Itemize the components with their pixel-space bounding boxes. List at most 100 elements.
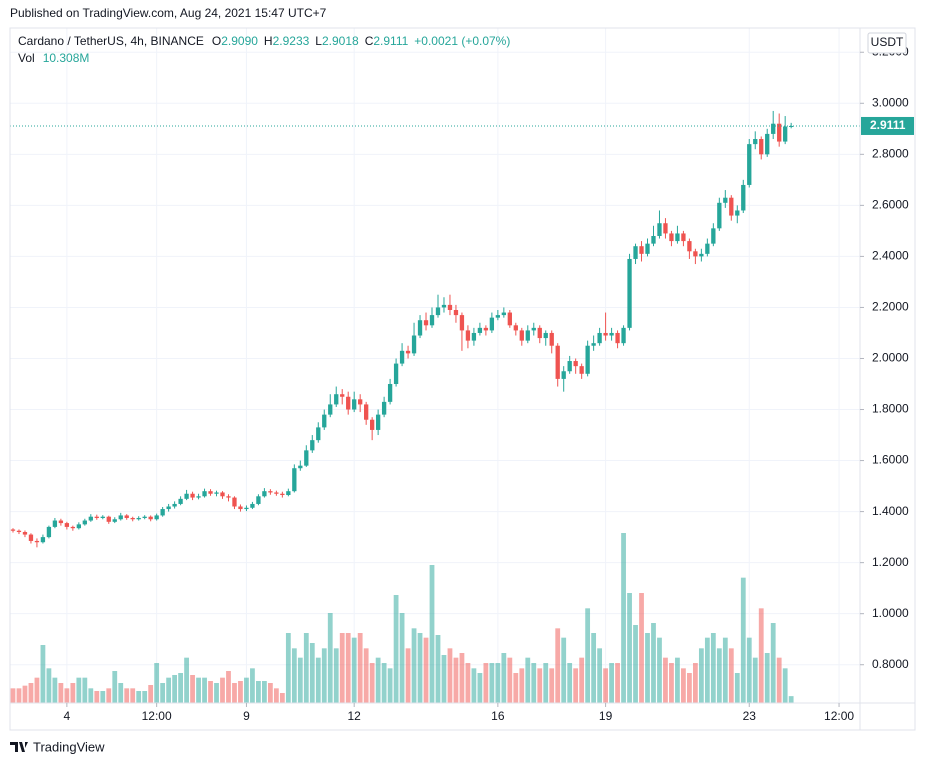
currency-box[interactable] [867, 32, 907, 54]
volume-bar [279, 693, 285, 703]
volume-bar [309, 643, 315, 703]
volume-bar [303, 633, 309, 703]
ohlc-value: 2.9018 [322, 34, 359, 48]
volume-bar [273, 688, 279, 703]
ohlc-key: L [315, 34, 322, 48]
candle-body [358, 399, 363, 405]
candle-body [142, 516, 147, 518]
candle-body [693, 251, 698, 257]
candle-body [244, 507, 249, 510]
candle-body [214, 492, 219, 494]
candle-body [34, 540, 40, 543]
candle-body [292, 468, 297, 492]
candle-body [328, 404, 333, 415]
volume-bar [567, 663, 573, 703]
candle-body [208, 491, 213, 494]
volume-bar [70, 683, 76, 703]
volume-bar [669, 663, 674, 703]
volume-bar [555, 628, 561, 703]
candle-body [627, 258, 632, 328]
volume-bar [22, 685, 28, 703]
footer-text: TradingView [33, 739, 105, 754]
candle-body [274, 492, 279, 494]
candle-body [369, 419, 375, 430]
candle-body [711, 228, 716, 244]
volume-bar [262, 681, 267, 703]
candle-body [453, 309, 459, 316]
volume-bar [363, 648, 369, 703]
volume-bar [166, 677, 172, 703]
volume-bar [645, 633, 650, 703]
volume-bar [16, 688, 22, 703]
ohlc-value: 2.9090 [221, 34, 258, 48]
candle-body [669, 233, 674, 242]
volume-bar [142, 691, 148, 703]
volume-bar [692, 663, 698, 703]
currency: USDT [871, 35, 904, 49]
volume-bar [441, 655, 447, 703]
volume-bar [327, 613, 333, 703]
candle-body [573, 361, 578, 367]
volume-bar [202, 677, 207, 703]
volume-bar [285, 633, 291, 703]
candle-body [723, 197, 728, 203]
volume-bar [28, 683, 34, 703]
candle-body [298, 465, 303, 469]
candle-body [64, 523, 70, 527]
candle-body [639, 246, 644, 254]
volume-bar [573, 668, 579, 703]
volume-bar [423, 637, 429, 703]
volume-bar [495, 663, 501, 703]
volume-bar [94, 691, 100, 703]
volume-bar [447, 648, 453, 703]
candle-body [166, 506, 171, 510]
candle-body [429, 315, 435, 326]
volume-bar [238, 681, 243, 703]
candle-body [741, 184, 746, 211]
candle-body [58, 520, 64, 524]
volume-bar [752, 657, 758, 703]
candle-body [525, 330, 530, 341]
candle-body [561, 371, 566, 379]
volume-bar [190, 675, 195, 703]
volume-key: Vol [18, 51, 35, 65]
volume-bar [124, 688, 130, 703]
candle-body [387, 384, 393, 402]
candle-body [280, 493, 285, 496]
candle-body [28, 534, 34, 541]
volume-bar [214, 683, 219, 703]
volume-bar [58, 683, 64, 703]
y-tick-label: 3.0000 [872, 95, 909, 109]
volume-bar [34, 677, 40, 703]
volume-bar [405, 648, 411, 703]
candle-body [507, 312, 512, 326]
candle-body [609, 332, 614, 336]
volume-bar [333, 648, 339, 703]
x-tick-label: 4 [64, 709, 71, 723]
candle-body [232, 497, 237, 507]
y-tick-label: 2.8000 [872, 146, 909, 160]
candle-body [399, 350, 405, 364]
volume-bar [531, 663, 537, 703]
candle-body [70, 526, 76, 529]
candle-body [471, 332, 477, 341]
candle-body [465, 330, 471, 341]
candle-body [364, 404, 369, 420]
volume-bar [345, 633, 351, 703]
volume-bar [178, 673, 183, 703]
candle-body [483, 327, 489, 331]
x-tick-label: 12:00 [142, 709, 172, 723]
volume-bar [651, 623, 656, 703]
volume-bar [561, 637, 567, 703]
candle-body [729, 197, 734, 216]
volume-bar [615, 663, 620, 703]
candle-body [567, 361, 572, 372]
volume-bar [525, 657, 531, 703]
candle-body [172, 503, 177, 507]
candle-body [381, 401, 387, 415]
y-tick-label: 2.2000 [872, 300, 909, 314]
legend: Cardano / TetherUS, 4h, BINANCE O2.9090 H2… [18, 34, 510, 48]
ohlc-key: H [264, 34, 273, 48]
volume-bar [435, 635, 441, 703]
candle-body [597, 332, 602, 344]
